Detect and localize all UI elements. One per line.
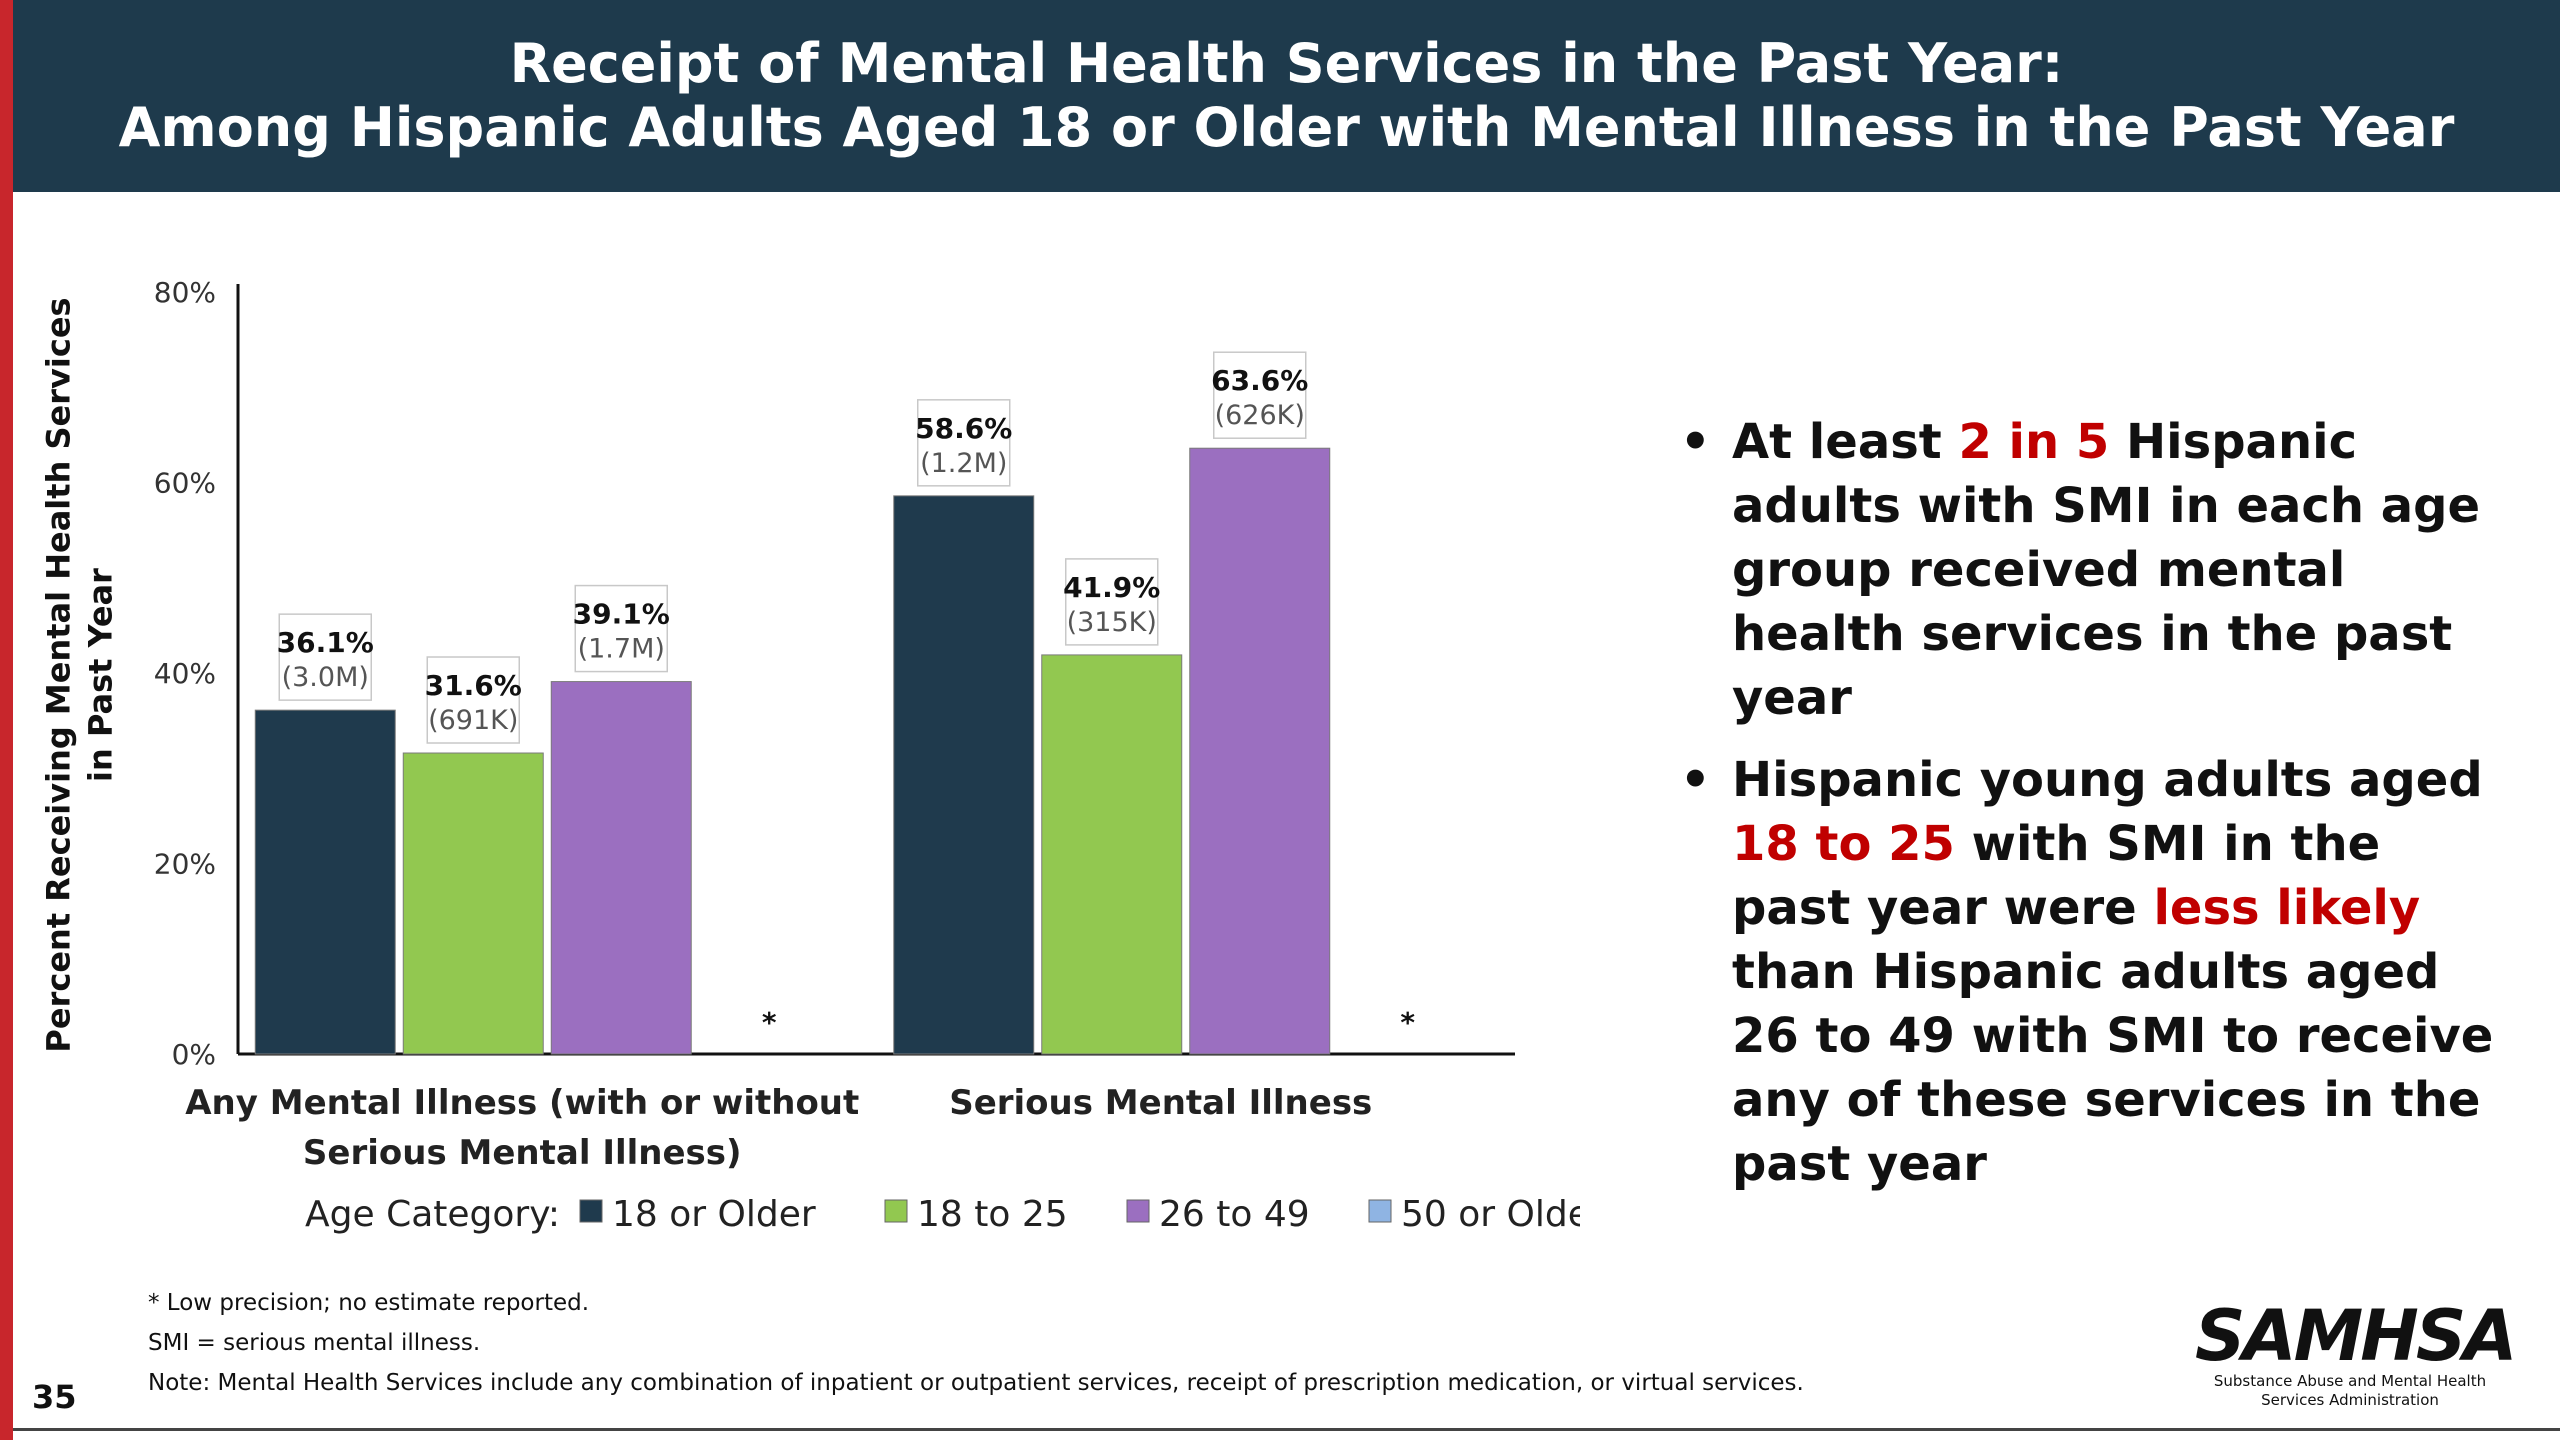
low-precision-marker: *: [1400, 1006, 1415, 1039]
bullet-highlight: less likely: [2153, 880, 2421, 936]
legend-label: 26 to 49: [1159, 1194, 1310, 1235]
legend-swatch: [1368, 1199, 1392, 1223]
legend-swatch: [1126, 1199, 1150, 1223]
bar: [1041, 654, 1183, 1055]
data-label-count: (691K): [428, 705, 518, 736]
data-label-box: [426, 656, 520, 744]
samhsa-logo: SAMHSA Substance Abuse and Mental Health…: [2195, 1295, 2517, 1410]
bullet-text: At least: [1732, 414, 1959, 470]
legend-label: 18 or Older: [612, 1194, 816, 1235]
legend-label: 18 to 25: [917, 1194, 1068, 1235]
data-label-count: (1.7M): [578, 634, 665, 665]
data-label-box: [1065, 558, 1159, 646]
y-tick-label: 40%: [154, 657, 216, 690]
page-number: 35: [32, 1378, 77, 1416]
y-tick-label: 60%: [154, 467, 216, 500]
bullet-highlight: 2 in 5: [1958, 414, 2110, 470]
bullet-text: Hispanic young adults aged: [1732, 752, 2483, 808]
data-label-value: 63.6%: [1211, 364, 1308, 397]
data-label-count: (1.2M): [920, 448, 1007, 479]
legend-label: 50 or Older: [1401, 1194, 1580, 1235]
data-label-box: [574, 584, 668, 673]
bar: [1189, 447, 1331, 1055]
logo-subtitle-1: Substance Abuse and Mental Health: [2213, 1372, 2487, 1390]
logo-subtitle-2: Services Administration: [2261, 1391, 2439, 1409]
y-tick-label: 20%: [154, 848, 216, 881]
y-axis-title-line-1: Percent Receiving Mental Health Services: [40, 297, 79, 1053]
footnotes: * Low precision; no estimate reported. S…: [148, 1283, 1804, 1403]
y-tick-label: 80%: [154, 276, 216, 309]
bar: [402, 752, 544, 1055]
y-axis-title-line-2: in Past Year: [82, 568, 121, 782]
footnote-note: Note: Mental Health Services include any…: [148, 1370, 1804, 1396]
bullet-marker: •: [1680, 752, 1711, 808]
legend-title: Age Category:: [305, 1194, 560, 1235]
legend-swatch: [884, 1199, 908, 1223]
data-label-value: 36.1%: [277, 626, 374, 659]
bullet-text: with SMI in the past year were: [1732, 816, 2381, 936]
data-label-value: 58.6%: [915, 412, 1012, 445]
bullet-text: Hispanic adults with SMI in each age gro…: [1732, 414, 2481, 726]
footnote-smi: SMI = serious mental illness.: [148, 1330, 481, 1356]
bullet-item: • Hispanic young adults aged 18 to 25 wi…: [1680, 748, 2500, 1196]
data-label-count: (626K): [1215, 400, 1305, 431]
data-label-count: (3.0M): [282, 662, 369, 693]
low-precision-marker: *: [762, 1006, 777, 1039]
bar-chart: 0% 20% 40% 60% 80% 36.1%(3.0M) 31.6%(691K) 39.1…: [154, 276, 1580, 1235]
y-axis-title: Percent Receiving Mental Health Services…: [40, 297, 121, 1053]
data-label-value: 39.1%: [573, 598, 670, 631]
bullet-text: than Hispanic adults aged 26 to 49 with …: [1732, 944, 2494, 1192]
data-label-value: 31.6%: [425, 669, 522, 702]
data-label-box: [1213, 351, 1307, 439]
footnote-low-precision: * Low precision; no estimate reported.: [148, 1290, 590, 1316]
data-label-box: [917, 399, 1011, 487]
title-line-1: Receipt of Mental Health Services in the…: [509, 32, 2064, 95]
bar: [550, 681, 692, 1055]
y-tick-label: 0%: [172, 1038, 216, 1071]
slide-header: Receipt of Mental Health Services in the…: [13, 0, 2560, 192]
bar: [254, 709, 396, 1055]
data-label-value: 41.9%: [1063, 571, 1160, 604]
legend-swatch: [579, 1199, 603, 1223]
bullet-item: • At least 2 in 5 Hispanic adults with S…: [1680, 410, 2500, 730]
x-category-label: Serious Mental Illness): [303, 1133, 742, 1173]
data-label-count: (315K): [1067, 607, 1157, 638]
x-category-label: Serious Mental Illness: [949, 1083, 1372, 1123]
x-category-label: Any Mental Illness (with or without: [185, 1083, 859, 1123]
bar: [893, 495, 1035, 1055]
key-findings: • At least 2 in 5 Hispanic adults with S…: [1680, 410, 2500, 1214]
bullet-marker: •: [1680, 414, 1711, 470]
logo-wordmark: SAMHSA: [2195, 1295, 2517, 1377]
data-label-box: [278, 613, 372, 701]
bottom-rule: [13, 1428, 2560, 1431]
title-line-2: Among Hispanic Adults Aged 18 or Older w…: [118, 96, 2455, 159]
accent-bar: [0, 0, 13, 1440]
bullet-highlight: 18 to 25: [1732, 816, 1955, 872]
